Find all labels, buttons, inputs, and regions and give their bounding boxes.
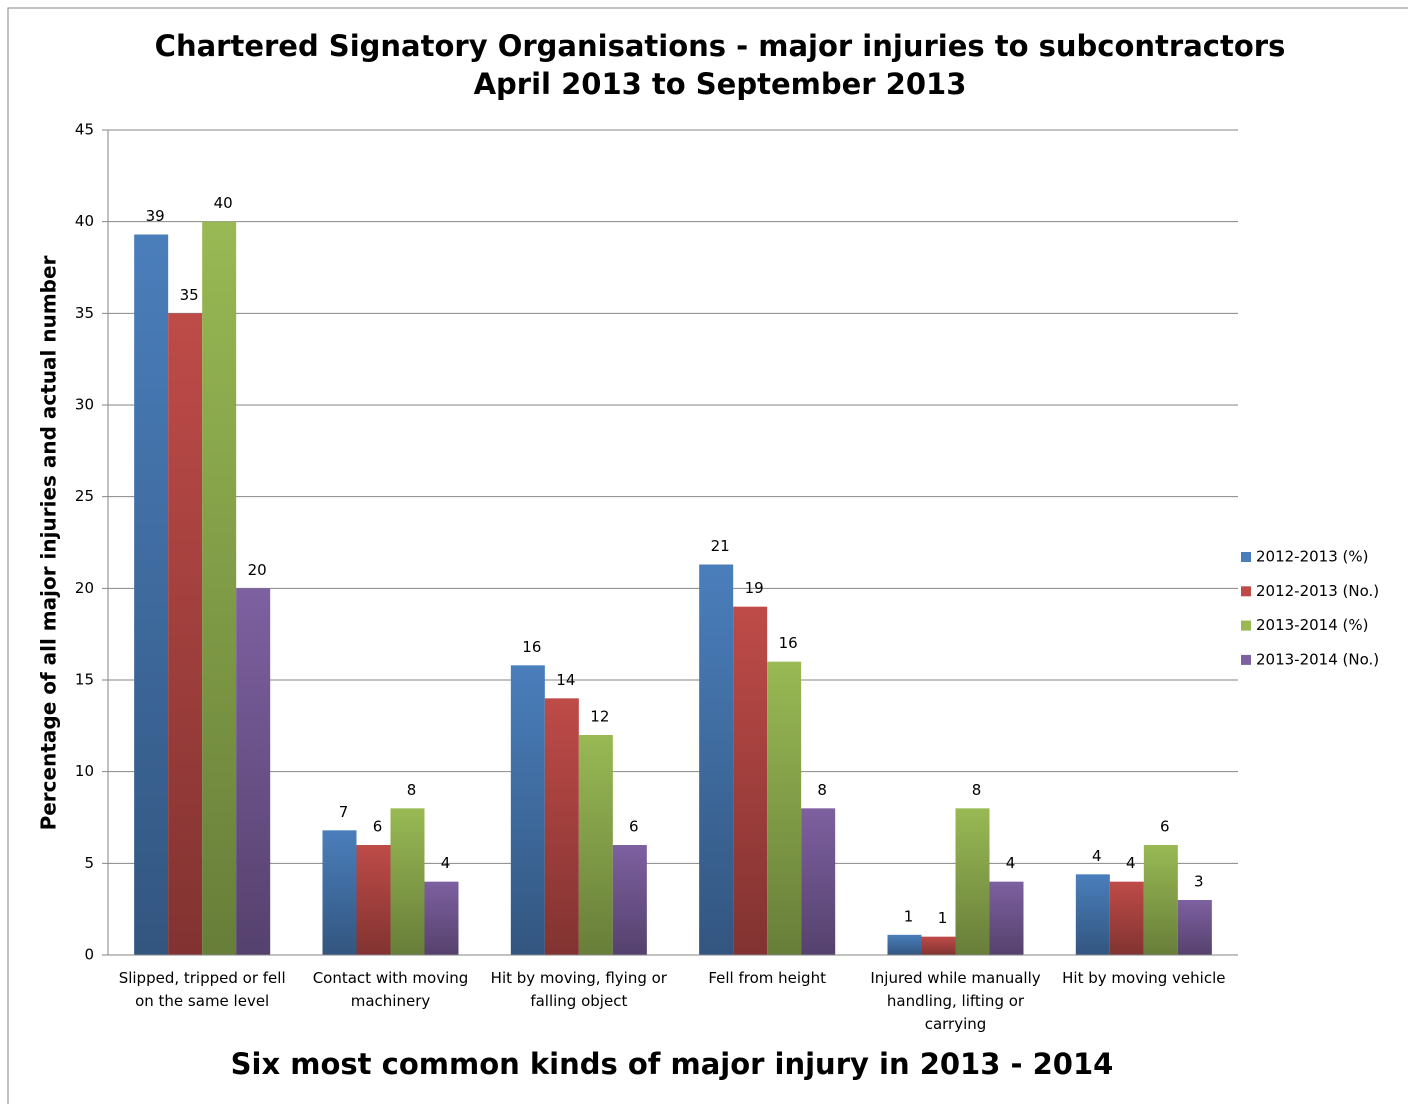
legend-swatch <box>1241 552 1251 562</box>
data-label: 4 <box>1092 847 1102 865</box>
bar <box>544 698 579 955</box>
x-axis-title: Six most common kinds of major injury in… <box>231 1047 1114 1081</box>
y-tick-label: 35 <box>75 304 94 322</box>
bar <box>887 934 922 955</box>
bar <box>134 234 169 955</box>
y-tick-label: 10 <box>75 762 94 780</box>
data-label: 7 <box>339 803 349 821</box>
y-tick-label: 45 <box>75 121 94 139</box>
data-label: 3 <box>1194 873 1204 891</box>
data-label: 8 <box>407 781 417 799</box>
data-label: 4 <box>441 854 451 872</box>
legend-swatch <box>1241 586 1251 597</box>
data-label: 19 <box>745 579 764 597</box>
data-label: 20 <box>248 561 267 579</box>
data-label: 1 <box>938 909 948 927</box>
bar <box>989 881 1024 955</box>
x-tick-label: Contact with moving machinery <box>312 969 469 1010</box>
data-label: 16 <box>522 638 541 656</box>
legend-label: 2013-2014 (No.) <box>1256 650 1379 668</box>
x-tick-label-box: Hit by moving vehicle <box>1062 969 1226 987</box>
legend-swatch <box>1241 620 1251 631</box>
data-label: 6 <box>629 818 639 836</box>
data-label: 4 <box>1126 854 1136 872</box>
bar <box>733 606 768 955</box>
data-label: 39 <box>146 207 165 225</box>
bar <box>578 735 613 955</box>
data-label: 1 <box>904 907 914 925</box>
data-label: 21 <box>711 537 730 555</box>
legend-label: 2012-2013 (%) <box>1256 548 1369 566</box>
x-tick-label-box: Hit by moving, flying or falling object <box>490 969 667 1010</box>
bar <box>1143 845 1178 955</box>
x-tick-label-box: Contact with moving machinery <box>312 969 469 1010</box>
y-tick-label: 25 <box>75 487 94 505</box>
x-tick-label: Hit by moving, flying or falling object <box>490 969 667 1010</box>
x-tick-label: Fell from height <box>708 969 826 987</box>
data-label: 16 <box>779 634 798 652</box>
bar <box>322 830 357 955</box>
data-label: 35 <box>180 286 199 304</box>
bar <box>356 845 391 955</box>
x-tick-label: Hit by moving vehicle <box>1062 969 1226 987</box>
y-axis-title: Percentage of all major injuries and act… <box>37 255 61 830</box>
chart-title: Chartered Signatory Organisations - majo… <box>155 29 1286 63</box>
data-label: 8 <box>817 781 827 799</box>
legend-label: 2012-2013 (No.) <box>1256 582 1379 600</box>
x-tick-label-box: Fell from height <box>708 969 826 987</box>
data-label: 6 <box>1160 818 1170 836</box>
bar <box>510 665 545 955</box>
legend-label: 2013-2014 (%) <box>1256 616 1369 634</box>
x-tick-label: Slipped, tripped or fell on the same lev… <box>118 969 286 1010</box>
y-tick-label: 30 <box>75 396 94 414</box>
bar <box>202 221 237 955</box>
data-label: 12 <box>590 708 609 726</box>
y-tick-label: 40 <box>75 212 94 230</box>
bar <box>612 845 647 955</box>
bar <box>168 313 203 955</box>
data-label: 40 <box>214 194 233 212</box>
x-tick-label-box: Slipped, tripped or fell on the same lev… <box>118 969 286 1010</box>
data-label: 8 <box>972 781 982 799</box>
bar <box>236 588 271 955</box>
legend-swatch <box>1241 654 1251 665</box>
bar <box>424 881 459 955</box>
x-tick-label: Injured while manually handling, lifting… <box>870 969 1041 1033</box>
data-label: 4 <box>1006 854 1016 872</box>
y-tick-label: 0 <box>84 946 94 964</box>
bar <box>801 808 836 955</box>
bar <box>1177 900 1212 955</box>
bar <box>1109 881 1144 955</box>
bar <box>1075 874 1110 955</box>
y-tick-label: 15 <box>75 671 94 689</box>
bar <box>390 808 425 955</box>
data-label: 6 <box>373 818 383 836</box>
bar <box>955 808 990 955</box>
x-tick-label-box: Injured while manually handling, lifting… <box>870 969 1041 1033</box>
bar <box>767 661 802 955</box>
bar <box>921 936 956 955</box>
bar <box>699 564 734 955</box>
y-tick-label: 20 <box>75 579 94 597</box>
y-tick-label: 5 <box>84 854 94 872</box>
data-label: 14 <box>556 671 575 689</box>
chart-subtitle: April 2013 to September 2013 <box>474 67 967 101</box>
